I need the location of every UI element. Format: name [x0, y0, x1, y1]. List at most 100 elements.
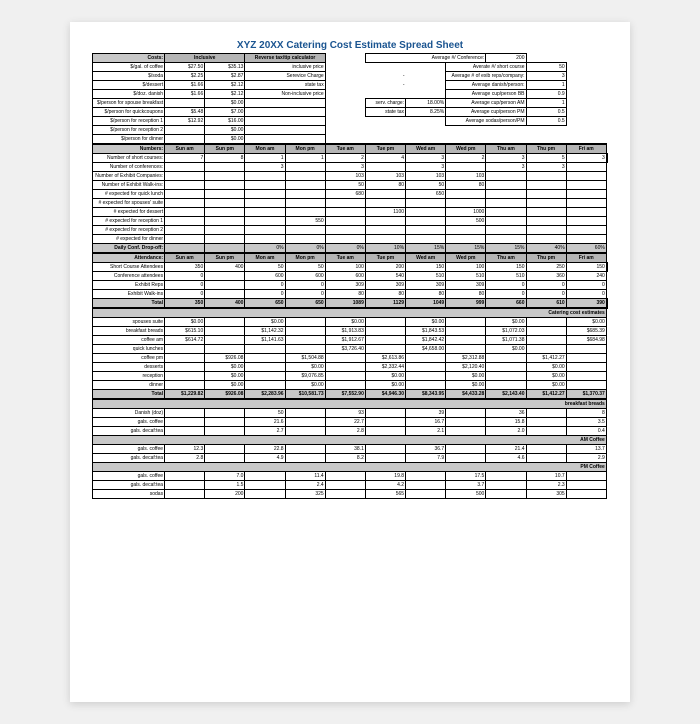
cell: 400 — [205, 263, 245, 272]
cell — [566, 217, 606, 226]
cell: dinner — [93, 381, 165, 390]
cell: Total — [93, 390, 165, 400]
cell — [566, 163, 606, 172]
cell: $2,143.40 — [486, 390, 526, 400]
cell — [245, 199, 285, 208]
cell — [486, 217, 526, 226]
cell — [486, 481, 526, 490]
cell: $10,581.73 — [285, 390, 325, 400]
cell: 3.7 — [446, 481, 486, 490]
cell — [205, 290, 245, 299]
cell — [325, 54, 365, 63]
cell: 50 — [526, 63, 566, 72]
cell — [526, 427, 566, 436]
cell — [245, 472, 285, 481]
cell: 0 — [526, 290, 566, 299]
cell — [526, 54, 606, 63]
cell — [365, 454, 405, 463]
cell — [325, 372, 365, 381]
cell — [446, 427, 486, 436]
cell — [165, 172, 205, 181]
cell: $0.00 — [205, 372, 245, 381]
cell — [486, 190, 526, 199]
cell: 240 — [566, 272, 606, 281]
cell: 2.0 — [486, 427, 526, 436]
cell: $/person for quickcoupons — [93, 108, 165, 117]
cell: sodas — [93, 490, 165, 499]
cell: $/person for reception 1 — [93, 117, 165, 126]
cell — [446, 135, 607, 145]
cell: Costs: — [93, 54, 165, 63]
cell: 17.5 — [446, 472, 486, 481]
cell: 1049 — [406, 299, 446, 309]
cell — [446, 190, 486, 199]
cell — [365, 126, 405, 135]
cell — [245, 181, 285, 190]
cell — [285, 345, 325, 354]
cell: 1129 — [365, 299, 405, 309]
cell: 100 — [325, 263, 365, 272]
cell — [526, 418, 566, 427]
cell: $1,843.53 — [406, 327, 446, 336]
cell: 25 — [606, 299, 607, 309]
cell — [486, 472, 526, 481]
cell: desserts — [93, 363, 165, 372]
cell — [285, 181, 325, 190]
cell: # expected for reception 1 — [93, 217, 165, 226]
cell — [205, 208, 245, 217]
cell: 80 — [446, 290, 486, 299]
cell — [486, 372, 526, 381]
cell: Averate #/ short course — [446, 63, 526, 72]
cell: state tax — [365, 108, 405, 117]
cell: 36.7 — [406, 445, 446, 454]
cell — [205, 244, 245, 254]
cell — [365, 336, 405, 345]
cell: $2.25 — [165, 72, 205, 81]
cell — [566, 72, 606, 81]
cell — [205, 409, 245, 418]
cell — [285, 199, 325, 208]
cell: $0.00 — [285, 363, 325, 372]
cell — [566, 490, 606, 499]
cell — [245, 381, 285, 390]
cell: gals. coffee — [93, 472, 165, 481]
cell — [165, 163, 205, 172]
cell — [446, 445, 486, 454]
cell — [486, 381, 526, 390]
cell: Sun am — [165, 253, 205, 263]
cell: Wed am — [406, 253, 446, 263]
cell — [325, 117, 365, 126]
cell: Thu am — [486, 144, 526, 154]
cell: 10% — [365, 244, 405, 254]
cell: 999 — [446, 299, 486, 309]
cell — [165, 199, 205, 208]
cell — [446, 409, 486, 418]
cell — [365, 427, 405, 436]
cell: 22.8 — [245, 445, 285, 454]
cell: 3.5 — [566, 418, 606, 427]
cell: $2,332.44 — [365, 363, 405, 372]
cell: 3 — [325, 163, 365, 172]
cell: Thu am — [486, 253, 526, 263]
cell — [245, 99, 325, 108]
cell: $0.00 — [285, 381, 325, 390]
cell — [245, 190, 285, 199]
cell: 2.4 — [285, 481, 325, 490]
cell — [526, 318, 566, 327]
cell: Numbers: — [93, 144, 165, 154]
cell: 2.1 — [406, 427, 446, 436]
cell: 500 — [446, 217, 486, 226]
cell — [566, 99, 606, 108]
cell — [526, 336, 566, 345]
cell: 0.5 — [526, 108, 566, 117]
cell: $0.00 — [446, 381, 486, 390]
cell: 1089 — [325, 299, 365, 309]
cell: 325 — [285, 490, 325, 499]
cell: 4.2 — [365, 481, 405, 490]
cell: 60% — [566, 244, 606, 254]
cell: 80 — [325, 290, 365, 299]
cell: $1,071.38 — [486, 336, 526, 345]
cell: $1,412.27 — [526, 354, 566, 363]
cell: $9,076.85 — [285, 372, 325, 381]
cell: $/gal. of coffee — [93, 63, 165, 72]
